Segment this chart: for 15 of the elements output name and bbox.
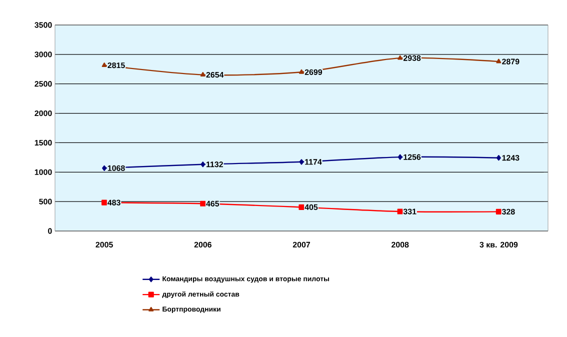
point (102, 165, 107, 171)
point (200, 162, 206, 168)
point (102, 200, 108, 206)
point (299, 159, 304, 165)
point (200, 200, 206, 206)
point (299, 69, 304, 74)
point (496, 155, 501, 161)
point (200, 72, 206, 76)
point (398, 55, 403, 60)
point (397, 208, 403, 214)
point (398, 154, 402, 160)
point (496, 208, 502, 214)
point (102, 62, 107, 68)
point (496, 58, 502, 64)
point (298, 204, 304, 210)
